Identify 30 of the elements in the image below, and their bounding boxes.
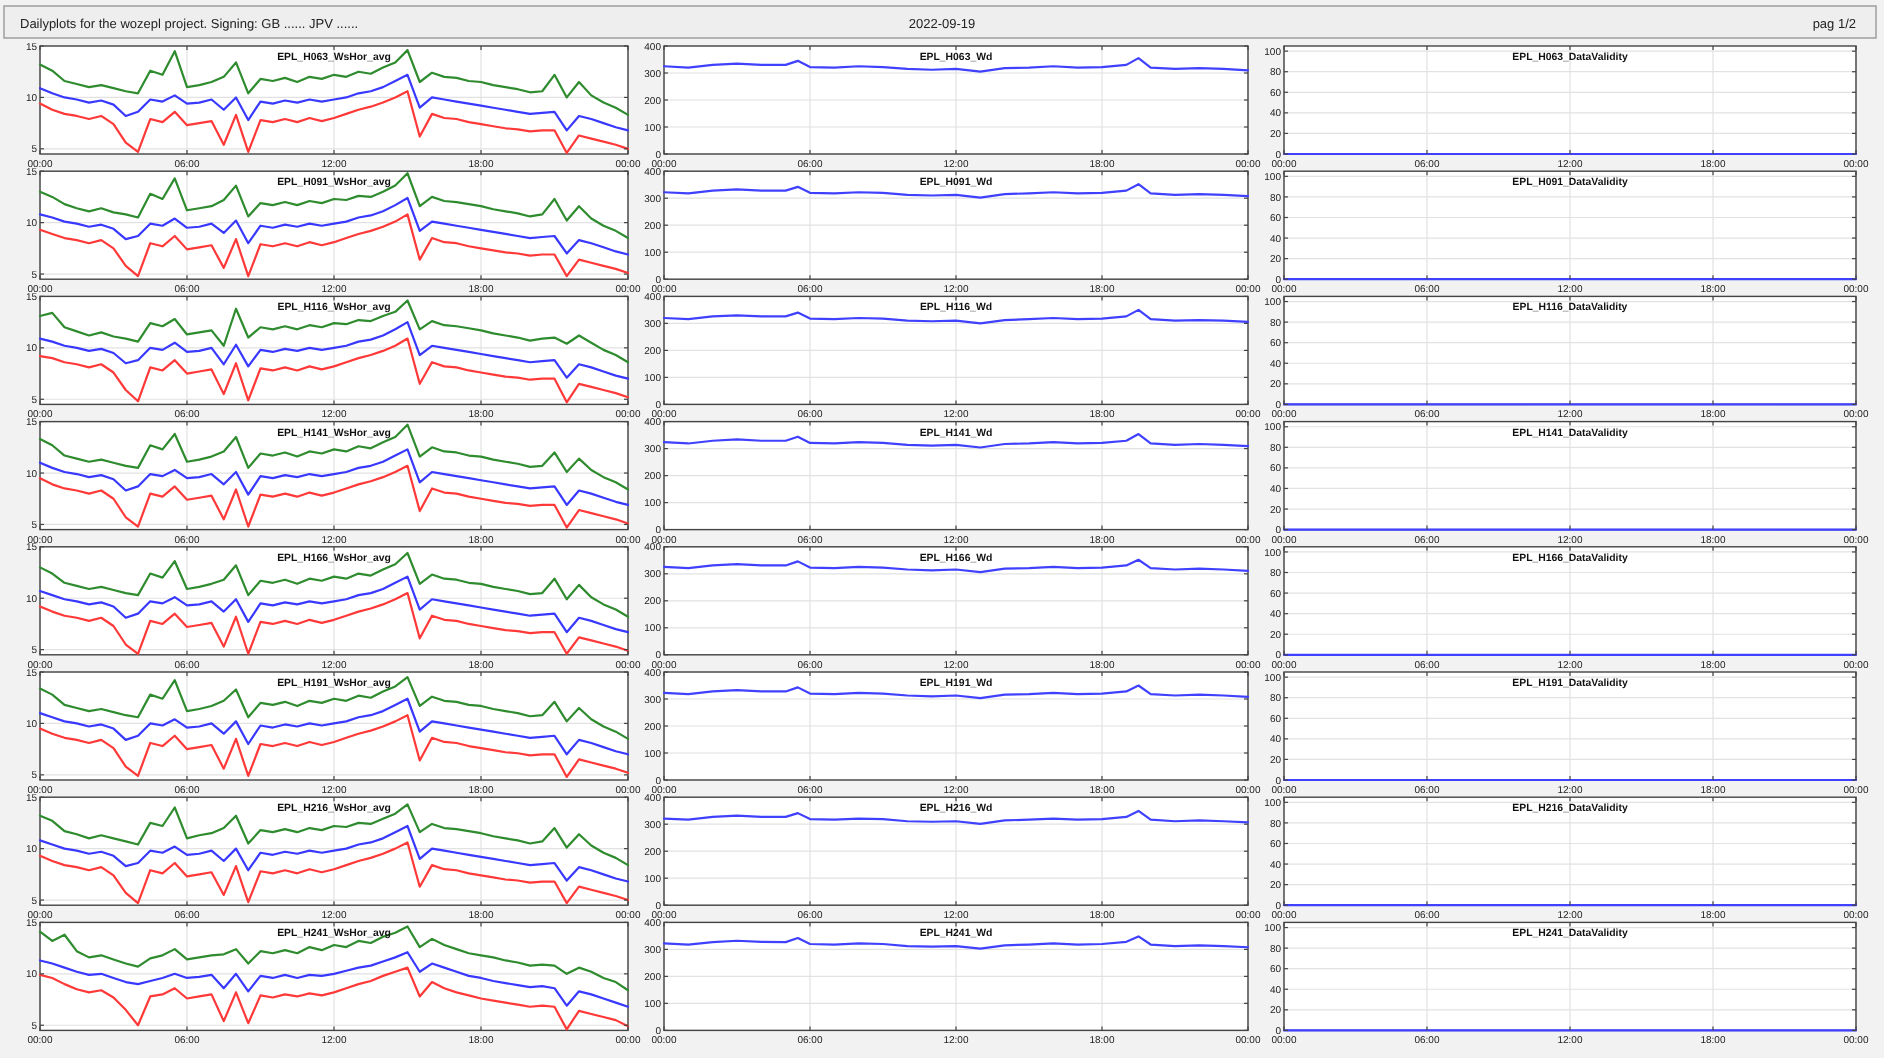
line-series xyxy=(38,824,630,883)
line-series xyxy=(662,308,1250,325)
line-series xyxy=(38,321,630,380)
line-series xyxy=(662,183,1250,199)
line-series xyxy=(38,575,630,634)
line-series xyxy=(38,90,630,155)
line-series xyxy=(38,841,630,905)
line-series xyxy=(38,73,630,132)
line-series xyxy=(38,299,630,364)
line-series xyxy=(38,49,630,117)
line-series xyxy=(38,551,630,618)
line-series xyxy=(38,423,630,491)
line-series xyxy=(38,337,630,404)
line-series xyxy=(662,935,1250,950)
line-series xyxy=(662,809,1250,826)
line-series xyxy=(662,432,1250,449)
line-series xyxy=(38,591,630,655)
line-series xyxy=(38,951,630,1008)
line-series xyxy=(38,697,630,756)
line-series xyxy=(38,213,630,278)
line-series xyxy=(38,464,630,529)
line-series xyxy=(662,684,1250,700)
line-series xyxy=(38,714,630,779)
line-series xyxy=(38,196,630,256)
line-series xyxy=(38,448,630,507)
line-series xyxy=(38,925,630,992)
line-series xyxy=(38,803,630,867)
line-series xyxy=(38,172,630,240)
line-series xyxy=(38,966,630,1031)
line-series xyxy=(38,676,630,740)
